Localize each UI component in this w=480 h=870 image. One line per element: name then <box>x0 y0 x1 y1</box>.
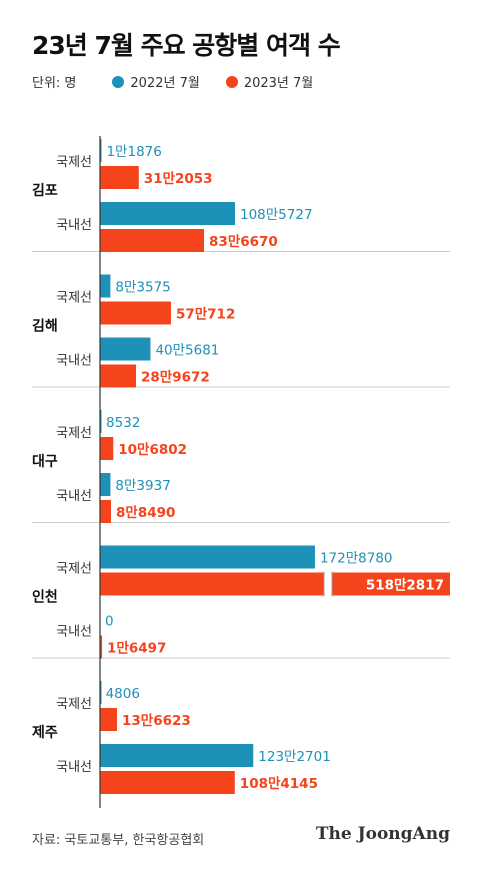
bar <box>100 337 151 361</box>
group-label: 국제선 <box>56 562 92 577</box>
bar <box>100 202 235 225</box>
legend-label-2022: 2022년 7월 <box>130 76 200 91</box>
legend: 단위: 명 2022년 7월 2023년 7월 <box>32 72 313 91</box>
airport-label-3: 인천 <box>32 588 58 605</box>
airport-label-1: 김해 <box>32 317 58 334</box>
bar <box>100 166 139 189</box>
data-label: 0 <box>105 614 114 630</box>
legend-label-2023: 2023년 7월 <box>243 76 314 91</box>
data-label: 172만8780 <box>320 551 393 567</box>
bar <box>100 500 112 523</box>
group-label: 국제선 <box>56 426 92 441</box>
bar <box>100 545 315 569</box>
data-label: 57만712 <box>176 307 235 323</box>
bar <box>100 437 114 460</box>
data-label: 40만5681 <box>155 343 219 359</box>
bar <box>100 229 205 252</box>
data-label: 108만4145 <box>240 776 318 792</box>
data-label: 31만2053 <box>144 171 213 187</box>
data-label: 8만8490 <box>116 505 175 521</box>
axis-break-gap <box>324 571 332 597</box>
data-label: 13만6623 <box>122 713 191 729</box>
brand-logo: The JoongAng <box>315 824 450 844</box>
airport-label-4: 제주 <box>32 725 58 741</box>
data-label: 1만1876 <box>106 144 161 160</box>
bar <box>100 139 102 162</box>
data-label: 28만9672 <box>141 370 210 386</box>
group-label: 국제선 <box>56 291 92 306</box>
bar <box>100 744 254 767</box>
group-label: 국제선 <box>56 697 92 712</box>
airport-label-2: 대구 <box>32 454 58 470</box>
data-label: 8만3937 <box>115 478 170 494</box>
group-label: 국내선 <box>56 625 92 640</box>
data-label: 108만5727 <box>240 207 313 223</box>
bar <box>100 708 117 731</box>
bar <box>100 301 171 325</box>
data-label: 1만6497 <box>107 641 166 657</box>
data-label: 83만6670 <box>209 234 278 250</box>
data-label: 123만2701 <box>258 749 331 765</box>
bar <box>100 572 450 596</box>
legend-item-2022: 2022년 7월 <box>112 72 200 91</box>
source-note: 자료: 국토교통부, 한국항공협회 <box>32 833 205 848</box>
legend-swatch-2022 <box>112 75 125 88</box>
unit-label: 단위: 명 <box>32 76 77 91</box>
chart-title: 23년 7월 주요 공항별 여객 수 <box>32 31 341 60</box>
bar <box>100 410 102 433</box>
bar <box>100 681 102 704</box>
legend-swatch-2023 <box>225 75 238 88</box>
bar <box>100 274 111 298</box>
bar <box>100 364 137 388</box>
data-label: 8532 <box>106 415 140 431</box>
group-label: 국내선 <box>56 354 92 369</box>
legend-item-2023: 2023년 7월 <box>225 72 314 91</box>
group-label: 국내선 <box>56 218 92 233</box>
bar <box>100 771 235 794</box>
bar <box>100 635 103 659</box>
data-label: 4806 <box>106 686 140 702</box>
group-label: 국내선 <box>56 760 92 775</box>
airport-label-0: 김포 <box>32 182 58 199</box>
bar <box>100 473 111 496</box>
group-label: 국내선 <box>56 489 92 504</box>
data-label: 10만6802 <box>118 442 187 458</box>
group-label: 국제선 <box>56 155 92 170</box>
data-label: 518만2817 <box>366 578 444 594</box>
data-label: 8만3575 <box>115 280 170 296</box>
